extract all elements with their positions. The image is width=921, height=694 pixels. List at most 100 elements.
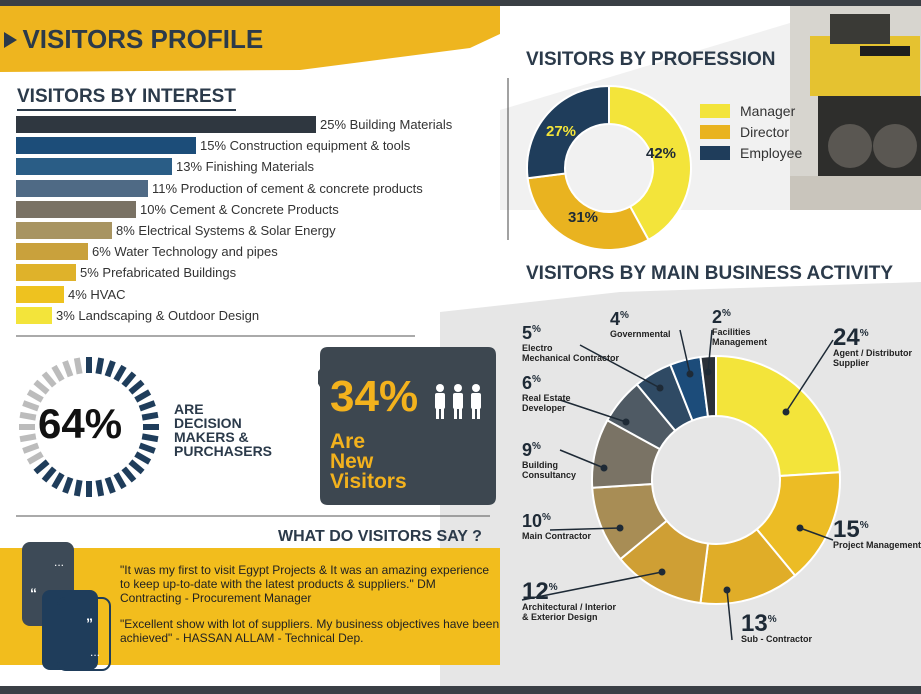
- activity-leader-dot: [658, 568, 666, 576]
- ring-tick: [41, 371, 57, 388]
- ring-tick: [51, 472, 65, 490]
- ring-tick: [41, 466, 57, 483]
- ring-tick: [19, 433, 37, 443]
- activity-label-value: 12%: [522, 578, 558, 605]
- activity-leader-line: [679, 329, 691, 375]
- interest-bar-label: 15% Construction equipment & tools: [200, 138, 411, 154]
- activity-label-value: 15%: [833, 516, 869, 543]
- profession-slice-label: 27%: [546, 123, 576, 140]
- page-header: VISITORS PROFILE: [4, 24, 263, 55]
- activity-label-name: Real Estate Developer: [522, 393, 571, 413]
- activity-leader-dot: [656, 384, 664, 392]
- activity-leader-line: [707, 329, 713, 373]
- activity-title: VISITORS BY MAIN BUSINESS ACTIVITY: [526, 263, 894, 284]
- decision-line: MAKERS &: [174, 429, 249, 445]
- activity-label: 15% Project Management: [833, 516, 921, 551]
- activity-label-name: Electro Mechanical Contractor: [522, 343, 620, 363]
- activity-label: 5% Electro Mechanical Contractor: [522, 320, 619, 363]
- activity-donut-chart: [521, 329, 841, 641]
- ring-tick: [128, 459, 145, 475]
- ring-tick: [22, 400, 40, 412]
- profession-slice-label: 31%: [568, 209, 598, 226]
- activity-label-pct: %: [532, 324, 541, 335]
- interest-bar-label: 11% Production of cement & concrete prod…: [152, 180, 423, 196]
- ring-tick: [138, 442, 156, 454]
- ring-tick: [62, 360, 74, 378]
- interest-bar-label: 3% Landscaping & Outdoor Design: [56, 307, 260, 323]
- legend-swatch: [700, 103, 730, 118]
- activity-label-pct: %: [767, 614, 777, 625]
- ring-tick: [33, 379, 50, 395]
- quote-2: "Excellent show with lot of suppliers. M…: [120, 617, 500, 645]
- activity-label: 6% Real Estate Developer: [522, 370, 571, 413]
- ring-tick: [134, 389, 152, 403]
- quote-1: "It was my first to visit Egypt Projects…: [120, 563, 490, 605]
- activity-label-name: Sub - Contractor: [741, 634, 812, 644]
- decision-line: PURCHASERS: [174, 443, 273, 459]
- interest-bar-label: 6% Water Technology and pipes: [92, 244, 278, 260]
- activity-slice: [699, 354, 717, 418]
- decision-ring-icon: [19, 357, 159, 497]
- activity-label-value: 9%: [522, 440, 541, 460]
- activity-label: 10% Main Contractor: [522, 508, 591, 541]
- ring-tick: [95, 479, 105, 497]
- decision-text: ARE DECISION MAKERS & PURCHASERS: [174, 402, 272, 458]
- interest-bar-chart: 25% Building Materials 15% Construction e…: [16, 116, 496, 331]
- ring-tick: [121, 371, 137, 388]
- ring-tick: [33, 459, 50, 475]
- legend-label: Manager: [740, 102, 796, 119]
- activity-leader-dot: [686, 370, 694, 378]
- activity-leader-dot: [704, 368, 712, 376]
- activity-leader-line: [559, 399, 627, 423]
- ring-tick: [104, 360, 116, 378]
- activity-slice: [715, 354, 841, 478]
- ring-tick: [95, 357, 105, 375]
- interest-bar: [16, 116, 316, 133]
- profession-title: VISITORS BY PROFESSION: [526, 49, 776, 70]
- legend-swatch: [700, 145, 730, 160]
- new-visitors-text: Are New Visitors: [330, 431, 407, 492]
- legend-label: Employee: [740, 144, 803, 161]
- page-title: VISITORS PROFILE: [22, 24, 264, 54]
- interest-bar-label: 8% Electrical Systems & Solar Energy: [116, 223, 336, 238]
- ring-tick: [104, 476, 116, 494]
- ring-tick: [62, 476, 74, 494]
- activity-leader-dot: [796, 524, 804, 532]
- activity-leader-line: [559, 449, 605, 469]
- activity-label-pct: %: [542, 512, 551, 523]
- activity-label-value: 4%: [610, 309, 629, 329]
- people-icon: [435, 384, 481, 419]
- activity-leader-dot: [723, 586, 731, 594]
- profession-donut-chart: 42% 31% 27%: [526, 84, 692, 251]
- activity-label: 24% Agent / Distributor Supplier: [833, 324, 912, 369]
- activity-label: 13% Sub - Contractor: [741, 610, 812, 645]
- activity-label: 9% Building Consultancy: [522, 437, 576, 480]
- activity-label-value: 5%: [522, 323, 541, 343]
- ring-tick: [73, 479, 83, 497]
- svg-text:“: “: [30, 585, 37, 601]
- activity-label-pct: %: [548, 582, 558, 593]
- activity-label-name: Building Consultancy: [522, 460, 577, 480]
- activity-label-pct: %: [859, 328, 869, 339]
- ring-tick: [138, 400, 156, 412]
- activity-label-pct: %: [859, 520, 869, 531]
- interest-bar: [16, 179, 148, 197]
- decision-percent: 64%: [38, 400, 123, 447]
- bulldozer-image: [790, 6, 921, 210]
- activity-label: 12% Architectural / Interior & Exterior D…: [522, 578, 616, 623]
- interest-bar-label: 10% Cement & Concrete Products: [140, 201, 339, 217]
- ring-tick: [141, 433, 159, 443]
- activity-leader-line: [785, 339, 834, 413]
- activity-label-value: 6%: [522, 373, 541, 393]
- ring-tick: [128, 379, 145, 395]
- activity-label-name: Governmental: [610, 329, 671, 339]
- ring-tick: [26, 389, 44, 403]
- activity-leader-dot: [616, 524, 624, 532]
- new-visitors-percent: 34%: [330, 372, 419, 421]
- profession-slice: [608, 84, 692, 242]
- activity-label-pct: %: [532, 374, 541, 385]
- interest-title: VISITORS BY INTEREST: [17, 86, 236, 111]
- legend-item: Director: [700, 121, 802, 142]
- activity-leader-line: [549, 527, 621, 531]
- profession-legend: Manager Director Employee: [700, 100, 802, 163]
